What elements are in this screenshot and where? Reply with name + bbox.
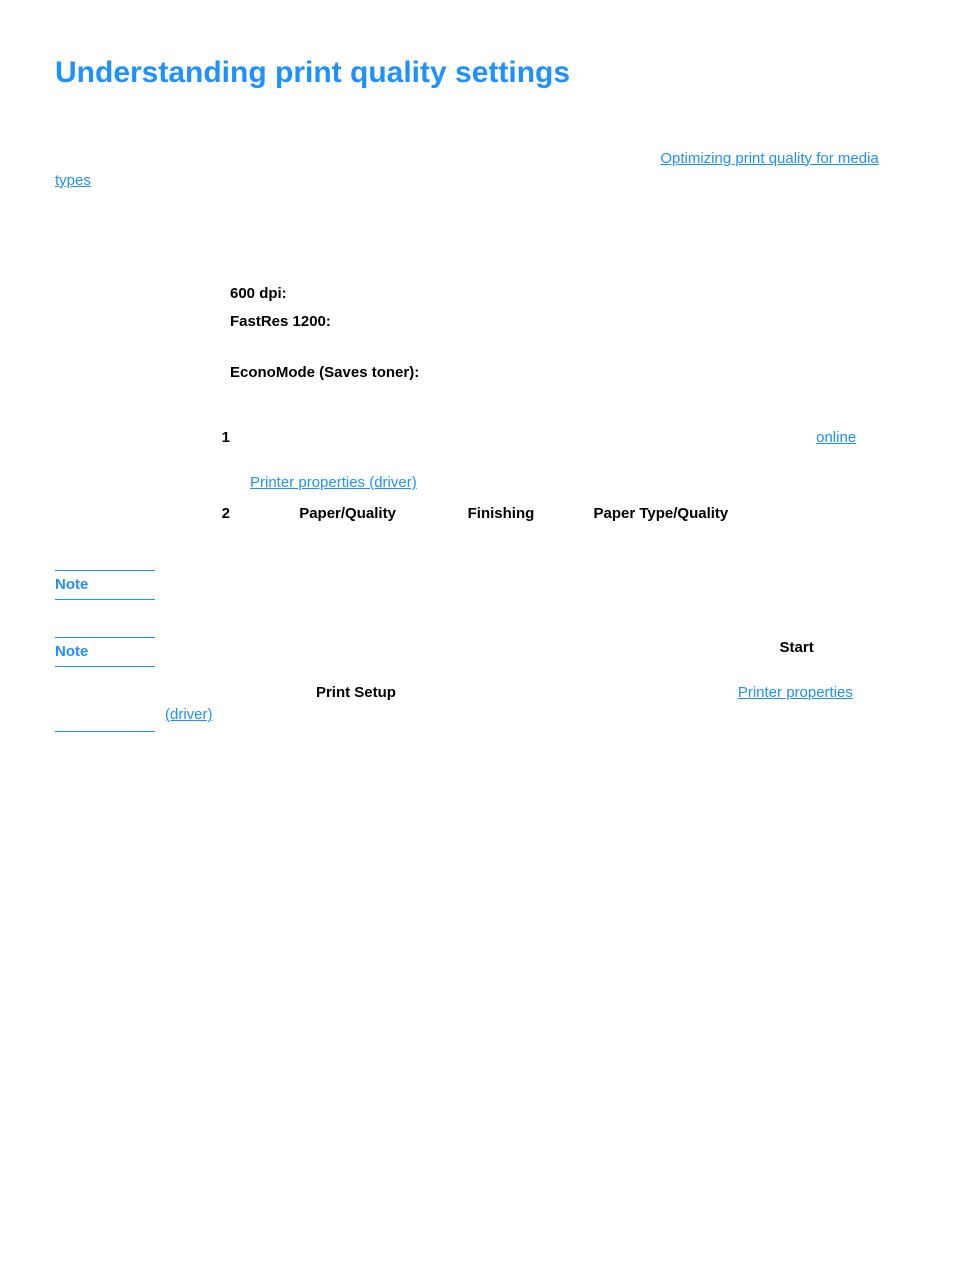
- note-1-body: Not all printer features are available i…: [165, 570, 899, 615]
- step-2: 2 On the Paper/Quality tab or the Finish…: [190, 503, 899, 548]
- bullet-list: 600 dpi: This is the default setting. Fa…: [230, 283, 889, 408]
- intro-paragraph: Print quality settings affect how light …: [55, 125, 899, 193]
- note-1-label-column: Note: [55, 570, 165, 615]
- note-2-body: To change the print quality settings for…: [165, 637, 899, 727]
- step-1: 1 Access the printer properties (or prin…: [190, 427, 899, 495]
- steps-list: 1 Access the printer properties (or prin…: [190, 427, 899, 548]
- step-1-number: 1: [190, 427, 230, 450]
- step-1-part1: Access the printer properties (or printi…: [250, 429, 816, 446]
- bullet-2-label: FastRes 1200:: [230, 313, 331, 330]
- indented-content: You can change the settings in the print…: [230, 208, 889, 408]
- bullet-3-label: EconoMode (Saves toner):: [230, 364, 419, 381]
- note-2-label-column: Note: [55, 637, 165, 727]
- note-2: Note To change the print quality setting…: [55, 637, 899, 727]
- note-2-label: Note: [55, 637, 155, 668]
- intro-text-2: for more information.: [91, 172, 234, 189]
- step-1-link[interactable]: Printer properties (driver): [250, 474, 417, 491]
- note-2-bold1: Start: [780, 639, 814, 656]
- note-2-part2: for more information.: [213, 706, 356, 723]
- note-1-label: Note: [55, 570, 155, 601]
- step-1-part2: for instructions.: [417, 474, 523, 491]
- page-title: Understanding print quality settings: [55, 50, 899, 95]
- step-2-text: On the Paper/Quality tab or the Finishin…: [250, 503, 899, 548]
- bullet-1-text: This is the default setting.: [287, 285, 461, 302]
- step-2-part1: On the: [250, 505, 299, 522]
- note-1: Note Not all printer features are availa…: [55, 570, 899, 615]
- note-2-mid2: menu in the application you are using to…: [396, 684, 738, 701]
- note-2-bold2: Print Setup: [316, 684, 396, 701]
- step-2-number: 2: [190, 503, 230, 526]
- bullet-item-3: EconoMode (Saves toner): Text is printed…: [230, 362, 889, 407]
- bullet-1-label: 600 dpi:: [230, 285, 287, 302]
- step-2-mid2: tab (the: [534, 505, 593, 522]
- settings-intro: You can change the settings in the print…: [230, 208, 889, 253]
- step-2-bold1: Paper/Quality: [299, 505, 396, 522]
- step-1-link2[interactable]: online: [816, 429, 856, 446]
- bullet-item-1: 600 dpi: This is the default setting.: [230, 283, 889, 306]
- step-2-bold3: Paper Type/Quality: [594, 505, 729, 522]
- step-2-bold2: Finishing: [468, 505, 535, 522]
- note-2-part1: To change the print quality settings for…: [165, 639, 780, 656]
- step-2-mid1: tab or the: [396, 505, 468, 522]
- step-1-text: Access the printer properties (or printi…: [250, 427, 899, 495]
- document-page: Understanding print quality settings Pri…: [0, 0, 954, 732]
- note-2-end-rule: [55, 731, 155, 732]
- bullet-item-2: FastRes 1200: This setting is available …: [230, 311, 889, 356]
